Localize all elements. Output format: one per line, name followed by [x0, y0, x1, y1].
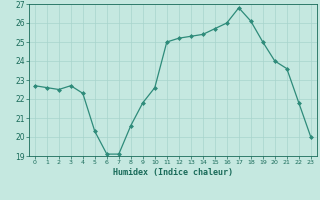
- X-axis label: Humidex (Indice chaleur): Humidex (Indice chaleur): [113, 168, 233, 177]
